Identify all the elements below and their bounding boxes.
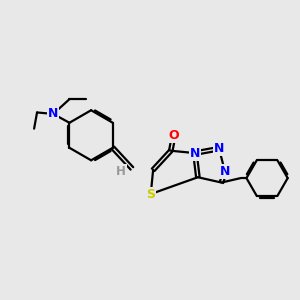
Text: N: N [190, 147, 200, 160]
Text: N: N [48, 107, 58, 120]
Text: S: S [146, 188, 155, 200]
Text: N: N [214, 142, 224, 155]
Text: H: H [116, 165, 126, 178]
Text: O: O [168, 129, 179, 142]
Text: N: N [220, 165, 230, 178]
